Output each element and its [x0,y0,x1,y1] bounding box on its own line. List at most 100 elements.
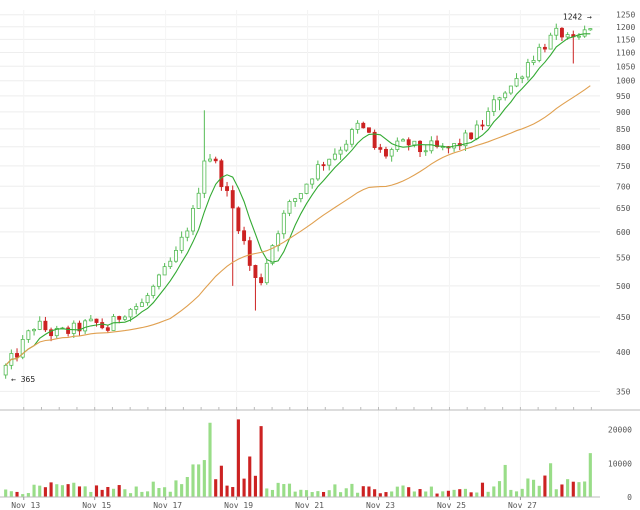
candle-body [49,329,54,337]
time-tick-label: Nov 17 [153,501,182,510]
candle-body [37,320,42,330]
price-tick-label: 1050 [616,62,635,71]
candle-body [520,76,525,79]
volume-bar [236,419,240,497]
candle-body [43,320,48,331]
candle-body [412,140,417,146]
volume-bar [452,489,456,497]
candle-body [389,149,394,157]
volume-bar [49,482,53,497]
candle-body [542,46,547,50]
volume-bar [395,486,399,497]
volume-bar [202,460,206,497]
time-tick-label: Nov 13 [11,501,40,510]
price-tick-label: 450 [616,313,631,322]
candle-body [139,302,144,307]
candle-body [577,35,581,38]
volume-bar [543,475,547,497]
volume-bar [446,490,450,497]
price-tick-label: 750 [616,162,631,171]
candle-body [32,329,37,332]
price-tick-label: 500 [616,282,631,291]
volume-bar [333,484,337,497]
candle-body [384,148,388,157]
volume-axis: 0 10000 20000 [608,426,632,503]
volume-bar [111,488,116,497]
volume-bar [321,491,326,497]
volume-bar [503,464,507,497]
candle-body [463,132,468,147]
volume-bar [123,489,127,497]
candle-body [191,207,195,232]
candle-body [503,92,508,99]
volume-bar [214,479,218,497]
volume-bar [43,487,47,497]
volume-bar [231,487,235,497]
volume-bar [492,486,496,497]
candle-body [77,322,82,332]
candle-body [94,318,99,323]
candle-body [361,122,366,129]
candle-body [588,28,593,31]
volume-bar [532,479,536,497]
volume-bar [293,491,297,497]
volume-bar [21,494,25,497]
volume-bar [276,482,280,497]
volume-bar [265,488,269,497]
moving-average-line [5,33,591,366]
volume-bar [208,422,212,497]
price-grid [0,10,600,497]
candle-body [378,147,383,150]
price-tick-label: 1150 [616,35,635,44]
volume-bar [560,484,564,497]
candle-body [406,139,411,146]
candle-body [508,85,513,94]
candle-body [128,308,133,318]
candle-body [401,139,405,142]
volume-bar [270,489,275,497]
volume-bar [588,453,592,497]
price-tick-label: 700 [616,182,631,191]
moving-average-line [5,85,591,366]
price-tick-label: 650 [616,204,631,213]
candle-body [559,27,564,38]
volume-bar [458,489,462,497]
candle-body [565,34,570,38]
candle-body [54,327,59,337]
volume-bar [60,485,64,497]
volume-bar [287,483,292,497]
candle-body [134,306,139,310]
volume-bar [4,489,8,497]
candle-body [219,160,224,188]
candle-body [582,29,587,37]
candle-body [310,178,315,185]
volume-bar [350,483,354,497]
candle-body [276,233,281,247]
volume-bar [577,482,581,497]
volume-bar [168,491,172,497]
candles [3,23,593,379]
volume-bar [117,485,121,497]
volume-bar [94,485,99,497]
candle-body [548,34,553,50]
candle-body [162,266,167,276]
volume-bar [526,478,530,497]
volume-bar [185,476,189,497]
candle-body [480,124,485,127]
volume-bar [418,489,422,497]
volume-bar [100,489,104,497]
volume-bar [26,493,30,497]
candle-body [156,274,161,287]
volume-bar [32,484,36,497]
candle-body [287,201,292,214]
volume-bar [163,487,167,497]
candle-body [344,143,349,151]
volume-bar [373,489,377,497]
candle-body [253,265,258,278]
volume-bar [441,491,445,497]
candle-body [349,129,354,145]
volume-bar [253,475,257,497]
candle-body [491,99,496,112]
candle-body [26,330,31,340]
volume-bar [344,488,348,497]
